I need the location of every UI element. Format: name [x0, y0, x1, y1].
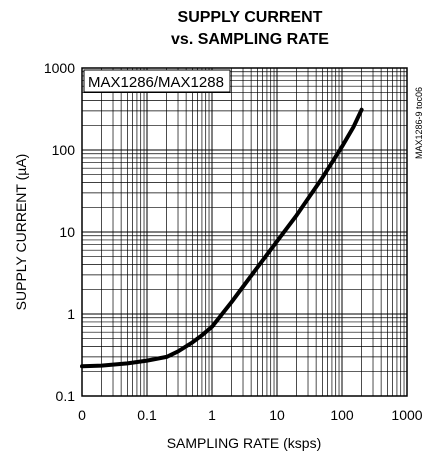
chart-title-line1: SUPPLY CURRENT: [178, 9, 323, 26]
annotation-background: [83, 69, 231, 93]
y-tick-label: 1000: [44, 60, 75, 76]
part-number-label: MAX1286/MAX1288: [88, 74, 224, 91]
y-tick-label: 1: [67, 306, 75, 322]
series-layer: [80, 107, 364, 369]
annotation-box: MAX1286/MAX1288: [83, 69, 231, 93]
x-axis-label: SAMPLING RATE (ksps): [167, 435, 322, 451]
chart-title-line2: vs. SAMPLING RATE: [171, 31, 329, 48]
x-tick-label: 10: [269, 407, 285, 423]
y-axis-label: SUPPLY CURRENT (µA): [13, 154, 29, 311]
plot-frame: [81, 67, 408, 397]
figure-id-note: MAX1286-9 toc06: [414, 87, 424, 159]
x-tick-label: 1: [208, 407, 216, 423]
y-tick-label: 10: [59, 224, 75, 240]
supply-current-curve: [80, 107, 364, 369]
y-tick-label: 0.1: [56, 388, 76, 404]
x-tick-label: 100: [330, 407, 354, 423]
x-tick-label: 0.1: [137, 407, 157, 423]
y-tick-label: 100: [52, 142, 76, 158]
x-tick-label: 0: [78, 407, 86, 423]
x-tick-label: 1000: [391, 407, 422, 423]
